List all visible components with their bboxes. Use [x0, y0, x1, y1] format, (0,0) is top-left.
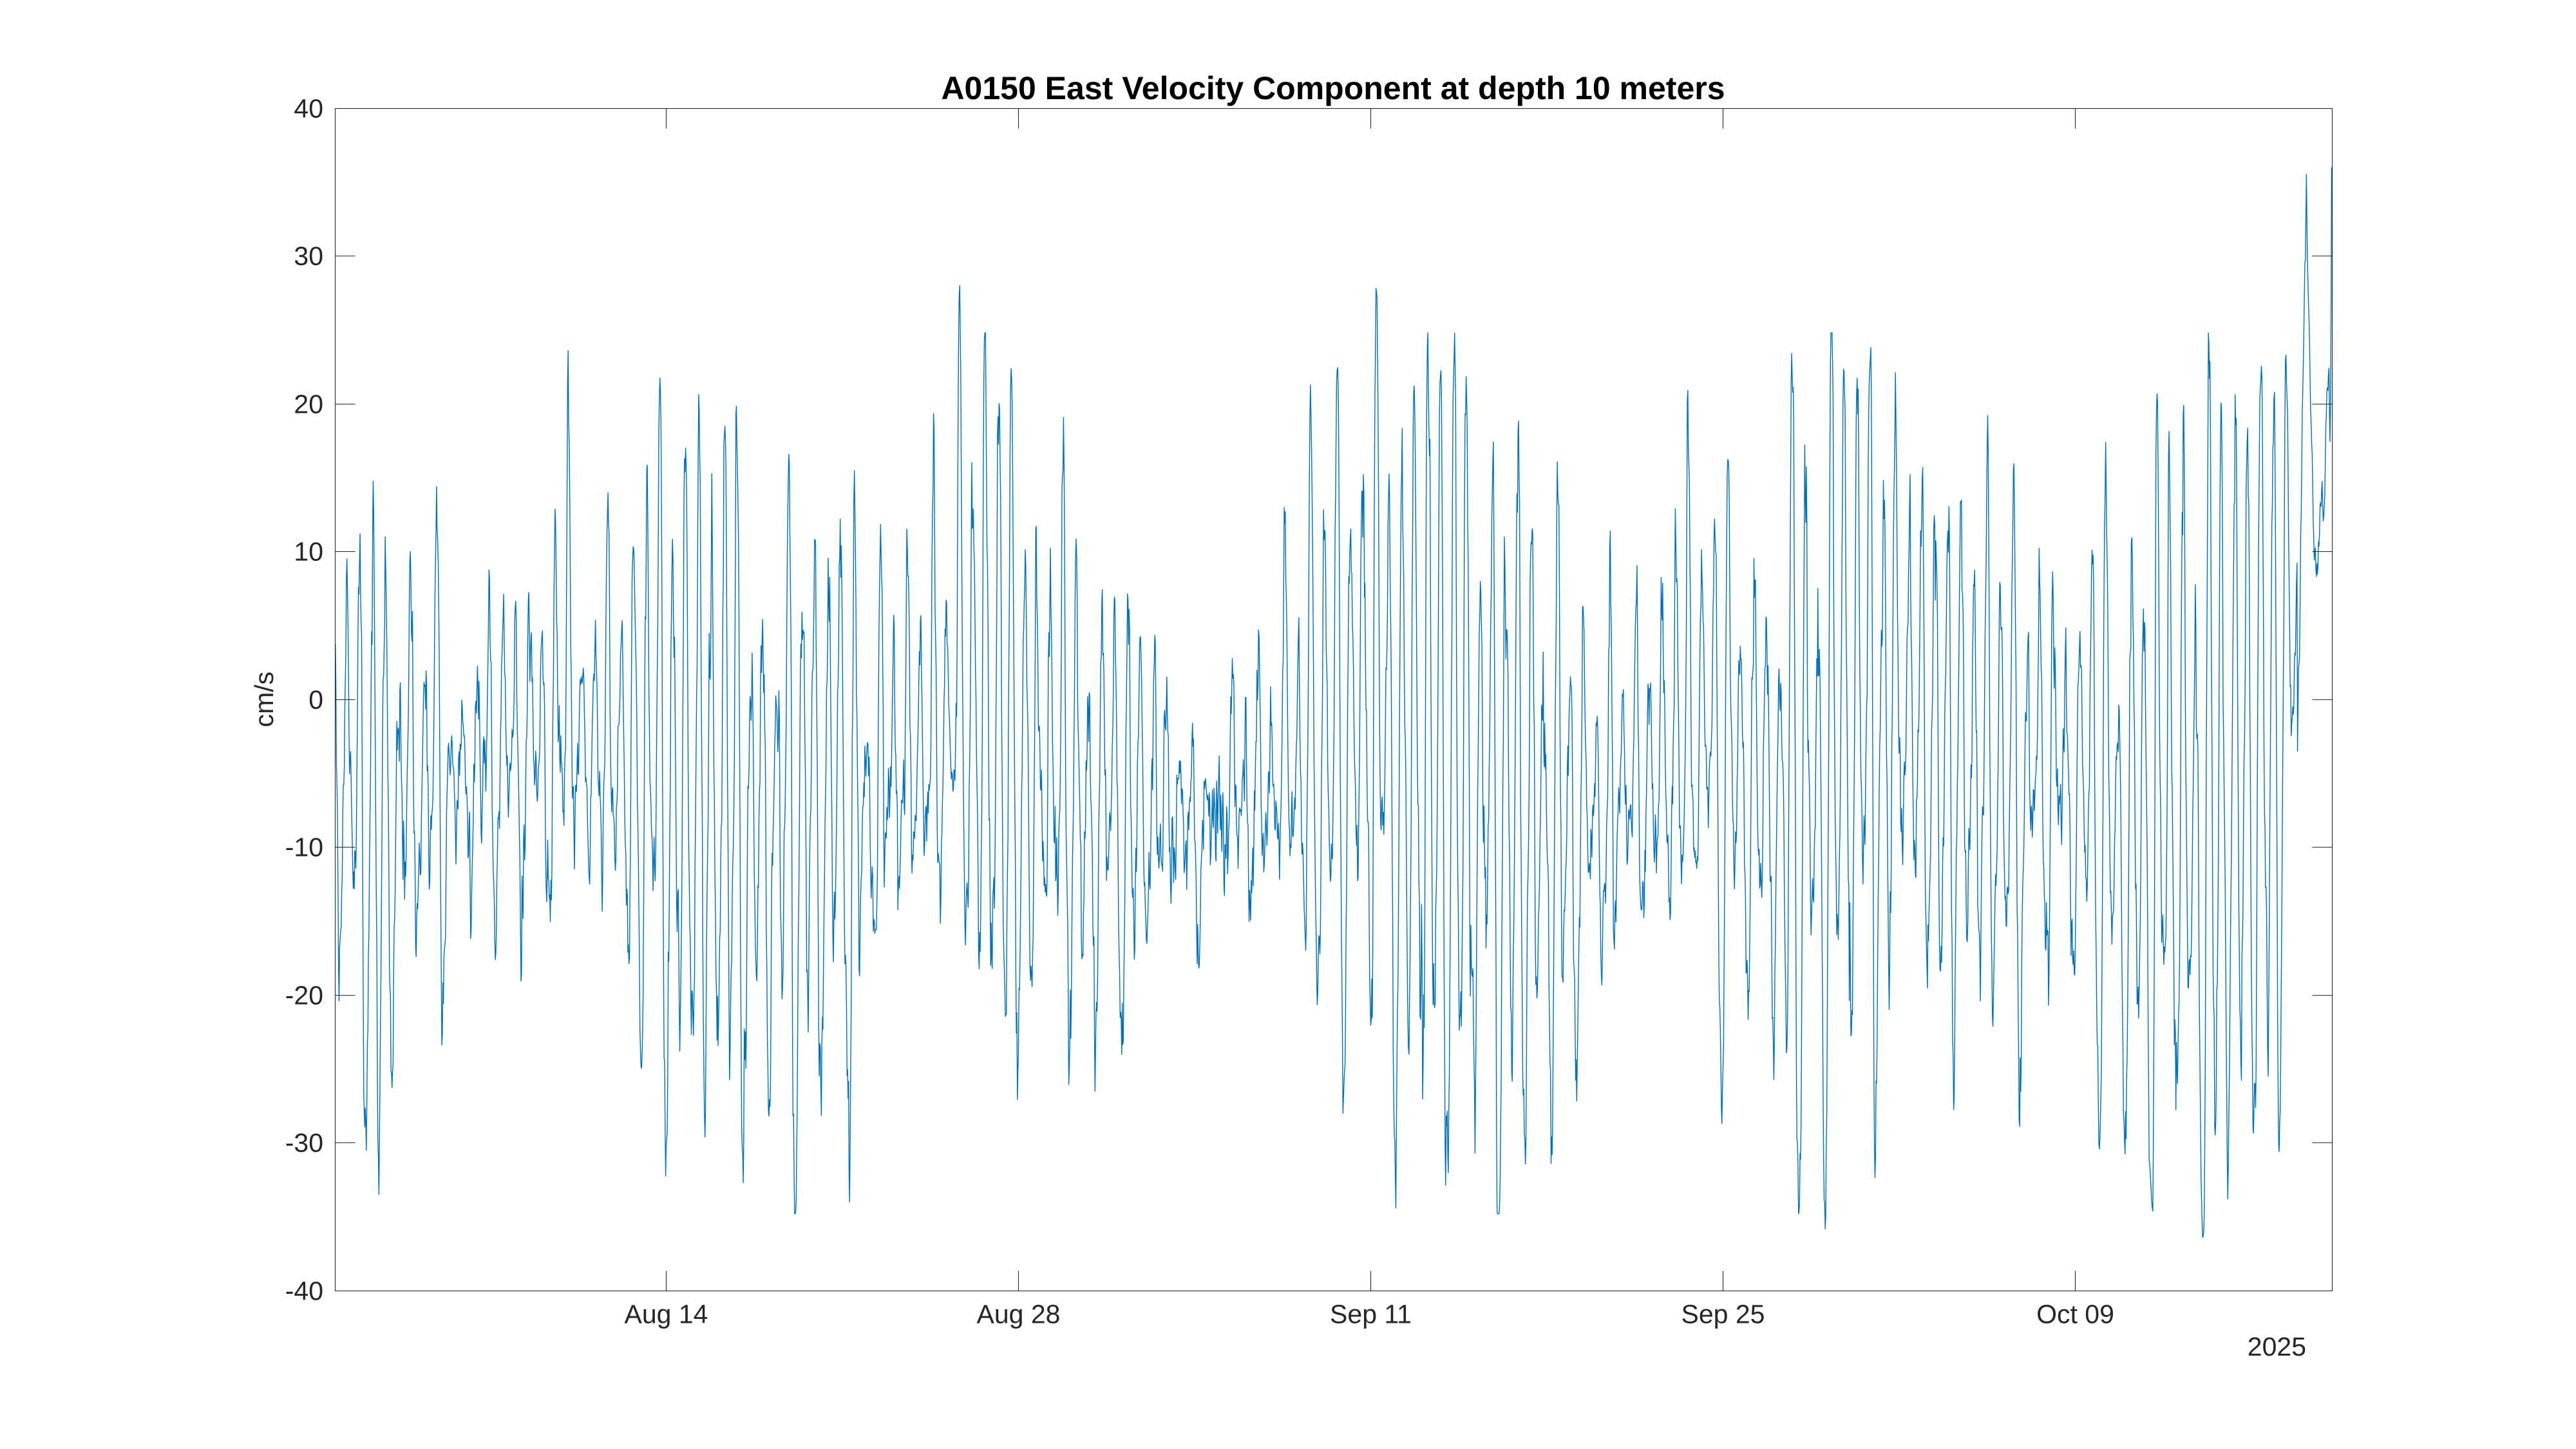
svg-text:Oct 09: Oct 09	[2036, 1300, 2114, 1329]
svg-text:A0150 East Velocity Component: A0150 East Velocity Component at depth 1…	[941, 70, 1725, 106]
svg-text:-20: -20	[285, 981, 323, 1010]
svg-text:2025: 2025	[2248, 1332, 2306, 1361]
svg-text:30: 30	[294, 242, 323, 271]
svg-text:-40: -40	[285, 1276, 323, 1306]
svg-text:Sep 25: Sep 25	[1681, 1300, 1765, 1329]
svg-text:Sep 11: Sep 11	[1330, 1300, 1412, 1329]
svg-text:Aug 28: Aug 28	[977, 1300, 1061, 1329]
svg-text:40: 40	[294, 94, 323, 124]
svg-text:-30: -30	[285, 1128, 323, 1158]
svg-text:20: 20	[294, 390, 323, 419]
svg-text:Aug 14: Aug 14	[625, 1300, 708, 1329]
svg-text:cm/s: cm/s	[249, 672, 279, 728]
svg-text:10: 10	[294, 537, 323, 567]
svg-text:-10: -10	[285, 833, 323, 862]
svg-text:0: 0	[308, 685, 323, 715]
